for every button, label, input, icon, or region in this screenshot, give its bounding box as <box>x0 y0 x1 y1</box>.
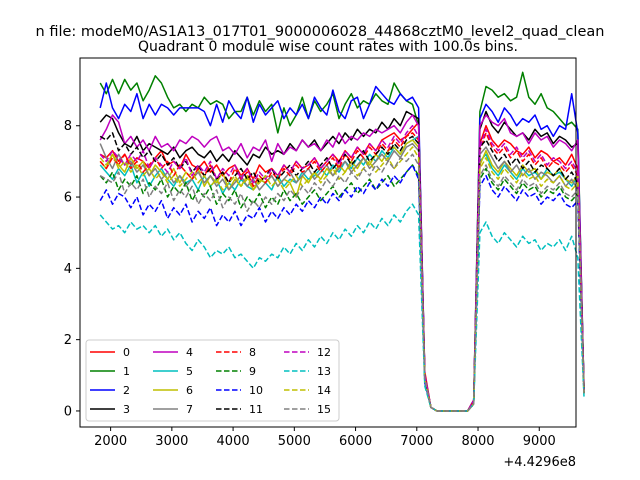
legend-label-10: 10 <box>249 384 263 397</box>
legend-label-3: 3 <box>123 403 130 416</box>
x-offset-label: +4.4296e8 <box>503 455 576 470</box>
x-tick-label: 6000 <box>339 434 372 449</box>
x-tick-label: 5000 <box>278 434 311 449</box>
x-tick-label: 7000 <box>400 434 433 449</box>
legend-label-12: 12 <box>317 346 331 359</box>
series-line-14 <box>99 146 585 412</box>
legend-label-1: 1 <box>123 365 130 378</box>
figure-suptitle: n file: modeM0/AS1A13_017T01_9000006028_… <box>36 24 605 40</box>
series-line-13 <box>99 203 585 412</box>
series-line-12 <box>99 124 585 412</box>
y-tick-label: 4 <box>64 262 72 277</box>
legend-label-11: 11 <box>249 403 263 416</box>
legend-label-7: 7 <box>186 403 193 416</box>
x-tick-label: 3000 <box>155 434 188 449</box>
x-axis: 2000 3000 4000 5000 6000 7000 8000 9000 <box>94 427 556 449</box>
legend-label-13: 13 <box>317 365 331 378</box>
y-tick-label: 8 <box>64 119 72 134</box>
series-layer <box>99 71 585 412</box>
x-tick-label: 8000 <box>461 434 494 449</box>
axes-frame <box>79 57 577 428</box>
y-axis: 0 2 4 6 8 <box>64 119 80 419</box>
series-line-4 <box>99 114 585 412</box>
legend-label-6: 6 <box>186 384 193 397</box>
chart-title: Quadrant 0 module wise count rates with … <box>138 39 518 55</box>
series-line-2 <box>99 82 585 412</box>
x-tick-label: 4000 <box>217 434 250 449</box>
legend-label-4: 4 <box>186 346 193 359</box>
legend-label-9: 9 <box>249 365 256 378</box>
x-tick-label: 9000 <box>523 434 556 449</box>
y-tick-label: 2 <box>64 333 72 348</box>
series-line-15 <box>99 153 585 412</box>
legend-label-15: 15 <box>317 403 331 416</box>
y-tick-label: 0 <box>64 404 72 419</box>
legend-label-14: 14 <box>317 384 331 397</box>
x-tick-label: 2000 <box>94 434 127 449</box>
legend-label-8: 8 <box>249 346 256 359</box>
series-line-1 <box>99 71 585 412</box>
legend-box <box>85 339 340 422</box>
series-line-7 <box>99 142 585 412</box>
y-tick-label: 6 <box>64 191 72 206</box>
series-line-10 <box>99 164 585 412</box>
legend-label-0: 0 <box>123 346 130 359</box>
legend-label-5: 5 <box>186 365 193 378</box>
legend-label-2: 2 <box>123 384 130 397</box>
